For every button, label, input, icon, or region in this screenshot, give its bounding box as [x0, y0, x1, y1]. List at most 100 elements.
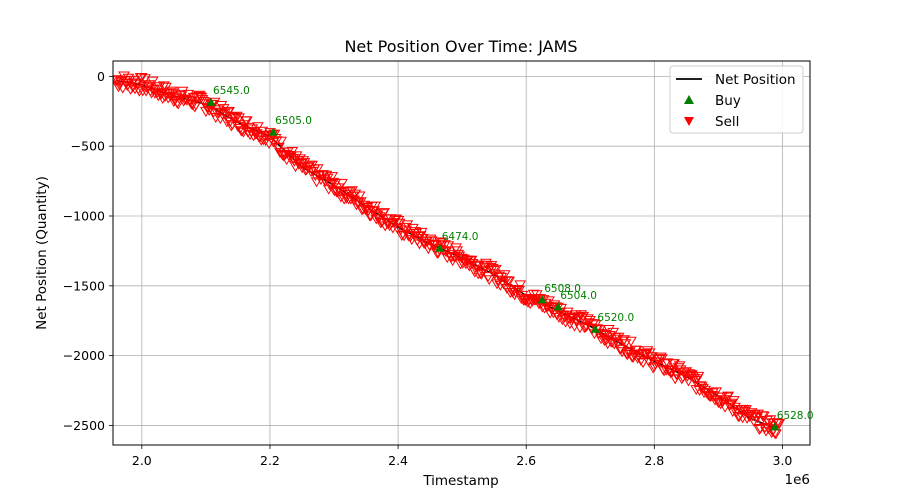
sell-marker [740, 405, 752, 416]
legend-entry-label: Buy [715, 93, 741, 109]
sell-marker [152, 91, 165, 102]
chart-title: Net Position Over Time: JAMS [344, 37, 577, 56]
sell-marker [503, 276, 516, 287]
y-tick-label: 0 [97, 69, 105, 84]
y-tick-label: −500 [71, 139, 105, 154]
sell-marker [473, 260, 486, 271]
buy-price-label: 6505.0 [275, 115, 312, 127]
sell-marker [524, 299, 537, 310]
sell-marker [751, 413, 763, 424]
sell-marker [710, 387, 723, 398]
sell-marker [561, 307, 574, 318]
sell-marker [401, 220, 414, 231]
sell-marker [482, 272, 494, 283]
sell-marker [436, 238, 449, 249]
sell-marker [451, 246, 463, 257]
sell-marker [336, 178, 348, 189]
sell-marker [466, 259, 479, 269]
sell-marker [635, 355, 647, 366]
sell-marker [689, 376, 701, 386]
sell-marker [311, 164, 324, 175]
sell-marker [439, 240, 451, 251]
sell-marker [422, 244, 435, 255]
buy-marker [553, 302, 563, 311]
sell-marker [599, 330, 612, 341]
sell-marker [176, 86, 189, 97]
sell-marker [637, 358, 649, 369]
sell-marker [156, 94, 169, 104]
legend: Net Position Buy Sell [669, 65, 804, 134]
y-tick-label: −1000 [63, 208, 105, 223]
sell-marker [310, 177, 323, 188]
sell-marker [602, 325, 615, 335]
x-tick-label: 3.0 [773, 453, 793, 468]
sell-marker [374, 218, 387, 229]
legend-buy-swatch [684, 95, 694, 104]
buy-marker [435, 243, 445, 252]
legend-sell-swatch [684, 117, 694, 126]
legend-entry-label: Net Position [715, 72, 796, 88]
x-axis: 2.0 2.2 2.4 2.6 2.8 3.0 [132, 445, 793, 468]
sell-marker [327, 177, 340, 188]
y-tick-label: −2500 [63, 418, 105, 433]
buy-marker [770, 422, 780, 431]
legend-box [669, 65, 804, 134]
sell-marker [242, 127, 254, 138]
buy-marker [590, 324, 600, 333]
sell-marker [692, 371, 705, 382]
sell-marker [447, 252, 460, 262]
sell-marker [690, 385, 703, 396]
sell-marker [640, 349, 653, 360]
sell-marker [558, 312, 571, 323]
sell-marker [605, 337, 617, 348]
sell-marker [217, 104, 230, 115]
sell-marker [333, 187, 346, 198]
sell-marker [728, 396, 740, 407]
sell-marker [450, 243, 462, 254]
sell-marker [513, 286, 525, 296]
x-axis-offset-label: 1e6 [785, 472, 810, 488]
buy-price-label: 6474.0 [442, 231, 479, 243]
x-tick-label: 2.6 [516, 453, 536, 468]
sell-marker [487, 266, 500, 276]
sell-marker [538, 303, 551, 314]
buy-price-label: 6545.0 [213, 85, 250, 97]
x-tick-label: 2.4 [388, 453, 408, 468]
sell-marker [616, 347, 628, 358]
sell-marker [146, 76, 159, 87]
sell-marker [113, 75, 124, 86]
sell-marker [116, 83, 129, 94]
sell-marker [659, 359, 672, 370]
sell-marker [418, 238, 430, 249]
sell-marker [157, 81, 170, 92]
sell-marker [371, 210, 384, 221]
y-tick-label: −1500 [63, 278, 105, 293]
buy-marker [206, 97, 216, 106]
sell-marker [135, 73, 148, 83]
sell-marker [625, 336, 637, 347]
legend-entry-label: Sell [715, 114, 739, 130]
buy-markers [206, 97, 780, 431]
sell-marker [128, 76, 140, 87]
sell-marker [736, 413, 749, 424]
sell-marker [490, 264, 502, 275]
plot-area [113, 71, 786, 440]
sell-markers [113, 71, 786, 440]
buy-price-label: 6528.0 [777, 410, 814, 422]
sell-marker [414, 231, 427, 242]
sell-marker [182, 89, 195, 100]
sell-marker [477, 265, 490, 276]
sell-marker [346, 186, 358, 197]
sell-marker [607, 327, 620, 338]
sell-marker [273, 142, 285, 153]
sell-marker [666, 368, 678, 378]
sell-marker [385, 218, 398, 229]
sell-marker [378, 208, 390, 219]
sell-marker [619, 339, 632, 350]
sell-marker [491, 279, 503, 290]
x-axis-label: Timestamp [422, 473, 498, 489]
sell-marker [641, 346, 654, 357]
sell-marker [587, 319, 600, 330]
sell-marker [578, 323, 591, 334]
sell-marker [209, 113, 222, 123]
